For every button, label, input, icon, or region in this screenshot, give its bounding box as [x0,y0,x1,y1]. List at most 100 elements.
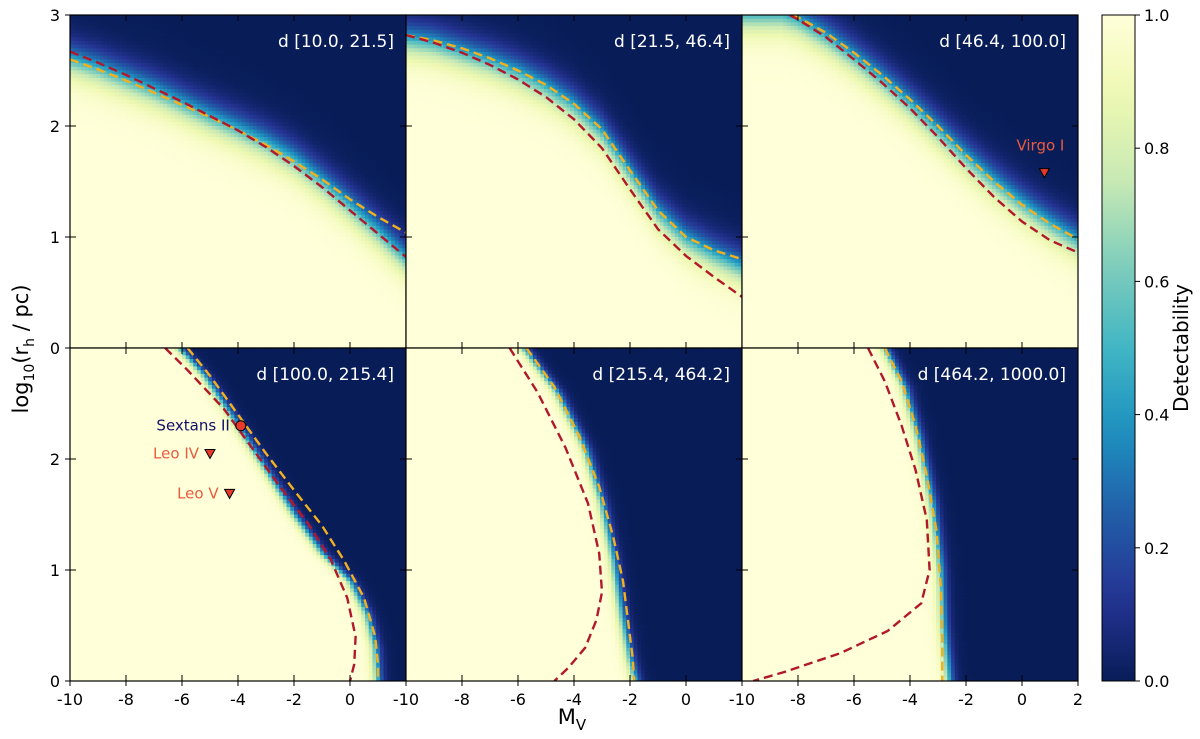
heatmap-cell [402,44,406,49]
heatmap-cell [200,100,205,105]
heatmap-cell [275,59,280,64]
heatmap-cell [92,207,97,212]
heatmap-cell [155,185,161,190]
heatmap-cell [379,151,385,157]
heatmap-cell [103,15,108,20]
heatmap-cell [327,74,332,79]
heatmap-cell [335,177,340,183]
heatmap-cell [252,22,258,27]
heatmap-cell [364,92,370,97]
heatmap-cell [372,196,377,201]
heatmap-cell [312,37,317,42]
heatmap-cell [174,107,179,112]
heatmap-cell [282,214,288,220]
heatmap-cell [290,37,295,42]
heatmap-cell [126,170,131,175]
heatmap-cell [260,37,265,42]
heatmap-cell [137,196,142,201]
heatmap-cell [152,114,157,120]
heatmap-cell [290,203,295,208]
heatmap-cell [402,59,406,64]
heatmap-cell [170,214,176,220]
heatmap-cell [92,151,97,157]
heatmap-cell [129,137,135,142]
heatmap-cell [148,192,153,197]
heatmap-cell [379,59,385,64]
heatmap-cell [129,96,135,101]
heatmap-cell [182,74,187,79]
heatmap-cell [238,63,243,68]
heatmap-cell [73,218,79,223]
heatmap-cell [316,159,321,164]
heatmap-cell [316,40,321,46]
heatmap-cell [196,96,202,101]
heatmap-cell [77,114,82,120]
heatmap-cell [129,70,135,75]
heatmap-cell [92,29,97,35]
heatmap-cell [391,29,396,35]
heatmap-cell [219,15,224,20]
heatmap-cell [144,174,149,179]
heatmap-cell [342,159,347,164]
heatmap-cell [223,59,228,64]
heatmap-cell [77,37,82,42]
heatmap-cell [252,214,258,220]
heatmap-cell [346,174,351,179]
heatmap-cell [111,96,116,101]
heatmap-cell [361,137,366,142]
heatmap-cell [133,59,138,64]
heatmap-cell [249,85,254,90]
heatmap-cell [88,100,93,105]
heatmap-cell [286,59,291,64]
heatmap-cell [122,155,127,160]
heatmap-cell [163,100,168,105]
heatmap-cell [402,170,406,175]
heatmap-cell [346,18,351,23]
heatmap-cell [211,26,217,31]
heatmap-cell [196,177,202,183]
heatmap-cell [182,166,187,171]
heatmap-cell [193,74,198,79]
heatmap-cell [84,174,90,179]
heatmap-cell [402,166,406,171]
heatmap-cell [364,89,370,94]
heatmap-cell [249,59,254,64]
heatmap-cell [230,33,235,38]
heatmap-cell [163,133,168,138]
heatmap-cell [402,163,406,168]
heatmap-cell [155,137,161,142]
heatmap-cell [335,107,340,112]
heatmap-cell [238,44,243,49]
heatmap-cell [196,22,202,27]
heatmap-cell [77,96,82,101]
heatmap-cell [331,200,336,205]
heatmap-cell [152,92,157,97]
heatmap-cell [286,148,291,153]
heatmap-cell [338,74,344,79]
heatmap-cell [323,192,329,197]
heatmap-cell [350,55,355,60]
heatmap-cell [372,37,377,42]
heatmap-cell [335,70,340,75]
heatmap-cell [249,52,254,57]
heatmap-cell [383,33,388,38]
heatmap-cell [279,188,284,194]
heatmap-cell [200,70,205,75]
heatmap-cell [331,166,336,171]
heatmap-cell [77,163,82,168]
heatmap-cell [279,111,284,116]
heatmap-cell [178,92,183,97]
heatmap-cell [174,200,179,205]
heatmap-cell [70,177,75,183]
heatmap-cell [148,103,153,109]
heatmap-cell [167,33,172,38]
heatmap-cell [372,159,377,164]
heatmap-cell [137,122,142,127]
heatmap-cell [204,33,209,38]
heatmap-cell [312,111,317,116]
heatmap-cell [357,44,362,49]
heatmap-cell [260,192,265,197]
heatmap-cell [140,122,146,127]
heatmap-cell [140,40,146,46]
heatmap-cell [73,133,79,138]
